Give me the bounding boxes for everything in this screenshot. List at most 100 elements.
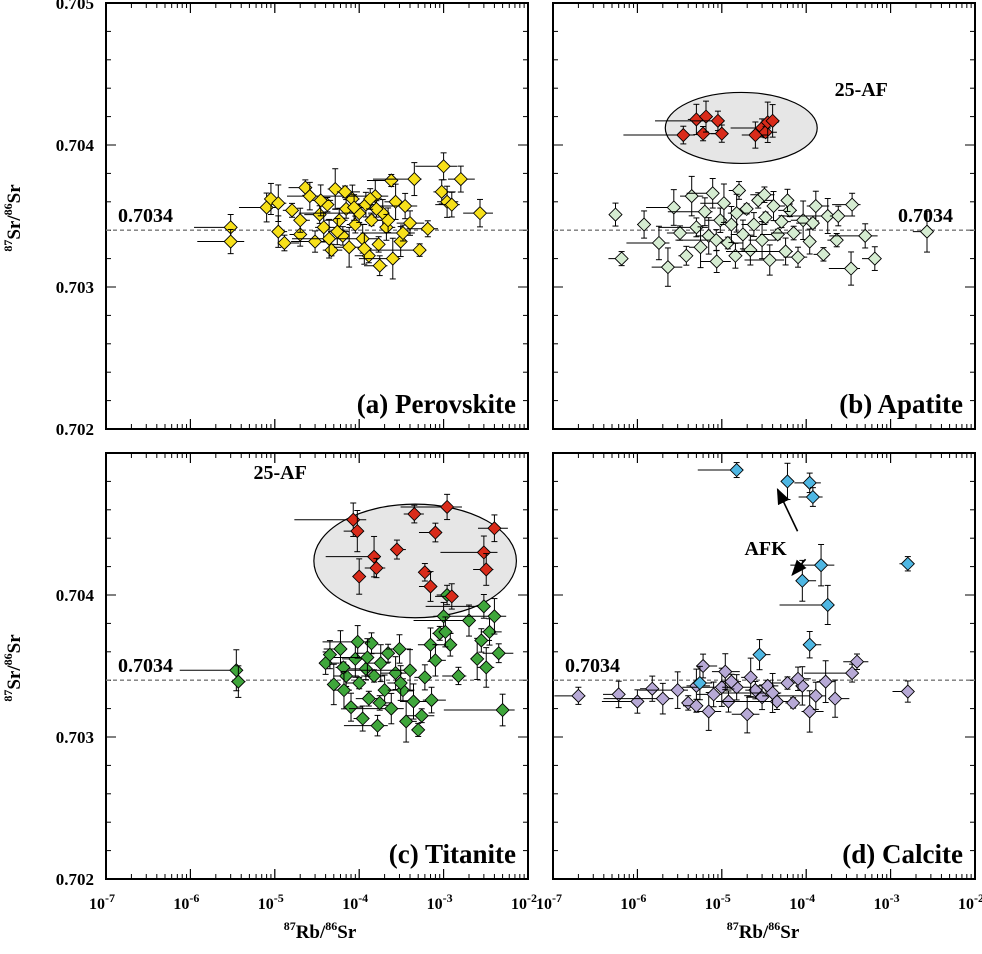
diamond-marker — [684, 188, 699, 204]
diamond-marker — [709, 233, 724, 248]
panel-label: (c) Titanite — [389, 839, 516, 869]
data-point — [554, 686, 586, 705]
diamond-marker — [411, 722, 426, 738]
x-tick-label: 10-5 — [705, 891, 731, 913]
data-point — [389, 539, 406, 560]
diamond-marker — [407, 506, 422, 522]
diamond-marker — [867, 251, 882, 266]
data-point — [801, 690, 824, 733]
data-point — [638, 671, 688, 709]
y-tick-label: 0.703 — [56, 278, 94, 297]
x-tick-label: 10-3 — [874, 891, 900, 913]
data-point — [322, 640, 338, 670]
diamond-marker — [757, 187, 772, 202]
diamond-marker — [337, 184, 353, 199]
data-point — [440, 535, 498, 570]
y-axis-title: 87Sr/86Sr — [1, 634, 25, 702]
x-tick-label: 10-2 — [958, 891, 982, 913]
data-point — [626, 225, 670, 261]
diamond-marker — [343, 700, 359, 715]
data-point — [736, 201, 754, 217]
diamond-marker — [770, 227, 785, 242]
x-tick-label: 10-7 — [536, 891, 562, 913]
series-0 — [608, 175, 935, 287]
data-point — [435, 583, 459, 610]
data-point — [352, 558, 367, 595]
diamond-marker — [611, 687, 626, 702]
data-point — [343, 714, 388, 737]
data-point — [675, 229, 725, 252]
plot-frame — [552, 2, 976, 430]
data-point — [377, 192, 418, 220]
diamond-marker — [672, 225, 688, 241]
diamond-marker — [666, 200, 681, 215]
data-point — [403, 504, 424, 524]
diamond-marker — [363, 191, 378, 207]
data-point — [330, 638, 375, 677]
diamond-marker — [858, 228, 873, 244]
y-tick-label: 0.702 — [56, 420, 94, 439]
diamond-marker — [782, 203, 797, 218]
diamond-marker — [424, 692, 439, 708]
data-point — [710, 124, 729, 143]
diamond-marker — [608, 207, 623, 222]
diamond-marker — [377, 683, 392, 698]
data-point — [816, 660, 836, 703]
diamond-marker — [402, 663, 418, 678]
diamond-marker — [706, 687, 721, 702]
group-ellipse — [313, 503, 518, 619]
diamond-marker — [731, 183, 747, 198]
data-point — [829, 223, 878, 249]
data-point — [478, 514, 508, 543]
data-point — [312, 184, 334, 217]
data-point — [326, 663, 341, 706]
diamond-marker — [705, 186, 720, 201]
data-point — [231, 665, 246, 698]
data-point — [333, 670, 352, 710]
diamond-marker — [829, 233, 844, 248]
x-ticks — [552, 2, 976, 430]
diamond-marker — [614, 251, 629, 266]
plot-frame — [105, 452, 529, 880]
diamond-marker — [765, 685, 780, 701]
data-point — [760, 227, 785, 242]
diamond-marker — [636, 217, 652, 232]
diamond-marker — [370, 718, 385, 733]
diamond-marker — [780, 474, 795, 489]
data-point — [435, 191, 460, 218]
diamond-marker — [479, 562, 494, 577]
data-point — [636, 210, 652, 239]
data-point — [813, 247, 831, 262]
diamond-marker — [487, 521, 502, 536]
data-point — [721, 672, 782, 713]
diamond-marker — [645, 681, 660, 696]
diamond-marker — [802, 475, 817, 490]
data-point — [346, 194, 364, 221]
data-point — [803, 663, 860, 683]
data-point — [698, 100, 714, 133]
data-point — [741, 657, 758, 698]
diamond-marker — [795, 573, 810, 588]
data-point — [372, 162, 422, 197]
diamond-marker — [350, 634, 365, 649]
x-tick-label: 10-6 — [620, 891, 646, 913]
data-point — [396, 210, 425, 236]
diamond-marker — [284, 203, 300, 218]
data-point — [277, 234, 300, 252]
data-point — [377, 674, 394, 706]
data-point — [443, 693, 515, 727]
data-point — [790, 666, 811, 691]
diamond-marker — [689, 698, 704, 713]
diamond-marker — [293, 213, 308, 228]
diamond-marker — [423, 637, 438, 652]
data-point — [741, 121, 768, 149]
data-point — [785, 695, 801, 711]
diamond-marker — [399, 714, 414, 729]
data-point — [697, 462, 744, 479]
x-tick-label: 10-2 — [511, 891, 537, 913]
diamond-marker — [919, 224, 935, 239]
y-tick-label: 0.703 — [56, 728, 94, 747]
svg-text:87Sr/86Sr: 87Sr/86Sr — [1, 634, 25, 702]
series-1 — [294, 493, 508, 610]
diamond-marker — [808, 198, 823, 214]
